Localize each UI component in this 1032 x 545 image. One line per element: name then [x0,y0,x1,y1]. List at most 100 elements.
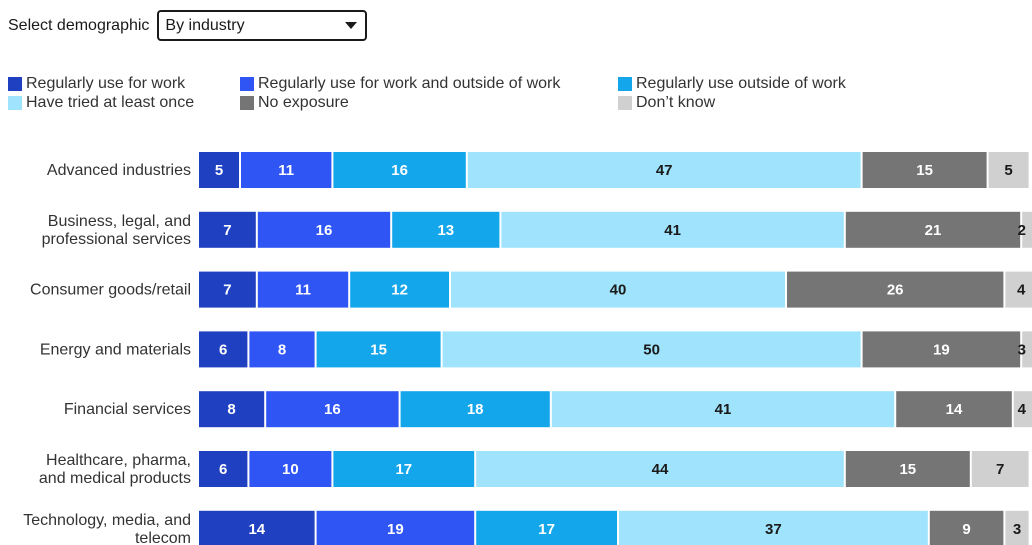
bar-value-label: 26 [887,282,904,299]
bar-value-label: 4 [1017,282,1026,299]
legend-swatch [618,77,632,91]
legend-item: Don’t know [618,94,918,112]
legend-label: Regularly use for work and outside of wo… [258,75,561,92]
bar-segment [619,510,928,545]
dropdown-selected-value: By industry [165,16,245,34]
bar-segment [241,152,332,188]
bar-value-label: 50 [643,341,660,358]
bar-value-label: 47 [656,162,673,179]
bar-value-label: 17 [538,521,555,538]
bar-value-label: 4 [1018,401,1027,418]
legend-label: Regularly use for work [26,75,186,92]
bar-segment [257,211,391,248]
bar-segment [1005,510,1029,545]
legend-swatch [8,77,22,91]
bar-value-label: 41 [715,401,732,418]
bar-value-label: 19 [933,341,950,358]
bar-segment [862,331,1021,368]
legend-label: No exposure [258,94,349,111]
bar-segment [551,391,895,428]
bar-segment [350,271,449,308]
bar-segment [896,391,1012,428]
category-label: Healthcare, pharma, and medical products [39,452,191,487]
bar-segment [316,331,441,368]
bar-segment [392,211,500,248]
bar-segment [1022,211,1032,248]
bar-value-label: 18 [467,401,484,418]
bar-segment [862,152,987,188]
bar-value-label: 41 [664,222,681,239]
bar-segment [988,152,1029,188]
bar-segment [199,510,315,545]
bar-value-label: 5 [1004,162,1012,179]
bar-value-label: 15 [899,461,916,478]
bar-value-label: 3 [1013,521,1021,538]
category-label: Business, legal, and professional service… [42,213,191,248]
category-label: Financial services [64,401,191,418]
bar-segment [476,510,617,545]
bar-value-label: 6 [219,341,227,358]
legend-label: Regularly use outside of work [636,75,846,92]
legend-label: Have tried at least once [26,94,195,111]
bar-segment [442,331,861,368]
bar-value-label: 40 [610,282,627,299]
chart-legend: Regularly use for work Regularly use for … [8,75,1008,112]
select-demographic-label: Select demographic [8,16,150,34]
demographic-dropdown[interactable]: By industry [157,10,368,41]
bar-value-label: 9 [962,521,970,538]
bar-value-label: 10 [282,461,299,478]
bar-segment [971,451,1029,487]
category-label: Advanced industries [47,162,191,179]
bar-value-label: 21 [925,222,942,239]
bar-value-label: 8 [227,401,235,418]
bar-segment [451,271,785,308]
bar-value-label: 17 [395,461,412,478]
bar-value-label: 7 [996,461,1004,478]
bar-segment [199,391,265,428]
bar-segment [845,451,970,487]
legend-label: Don’t know [636,94,716,111]
bar-segment [199,271,256,308]
bar-segment [266,391,399,428]
demographic-selector-row: Select demographic By industry [8,10,368,41]
bar-segment [501,211,844,248]
bar-segment [316,510,475,545]
bar-value-label: 8 [278,341,286,358]
legend-item: Regularly use for work and outside of wo… [240,75,618,93]
bar-value-label: 14 [248,521,265,538]
bar-segment [333,152,466,188]
bar-value-label: 6 [219,461,227,478]
bar-value-label: 44 [652,461,669,478]
legend-item: Regularly use outside of work [618,75,918,93]
bar-segment [249,451,332,487]
bar-segment [199,152,239,188]
bar-value-label: 13 [437,222,454,239]
bar-value-label: 5 [215,162,223,179]
bar-segment [199,451,248,487]
bar-value-label: 37 [765,521,782,538]
bar-value-label: 15 [916,162,933,179]
bar-segment [1005,271,1032,308]
legend-item: No exposure [240,94,618,112]
bar-segment [249,331,315,368]
bar-value-label: 3 [1018,341,1026,358]
bar-segment [199,331,248,368]
bar-value-label: 14 [946,401,963,418]
bar-value-label: 12 [391,282,408,299]
bar-segment [257,271,349,308]
bar-value-label: 16 [324,401,341,418]
bar-value-label: 16 [391,162,408,179]
bar-segment [467,152,861,188]
bar-value-label: 19 [387,521,404,538]
bar-value-label: 16 [316,222,333,239]
bar-segment [1013,391,1032,428]
legend-swatch [8,96,22,110]
bar-value-label: 7 [223,222,231,239]
bar-segment [400,391,550,428]
legend-swatch [240,77,254,91]
category-label: Energy and materials [40,341,191,358]
bar-value-label: 11 [295,282,311,299]
legend-swatch [240,96,254,110]
bar-value-label: 15 [370,341,387,358]
